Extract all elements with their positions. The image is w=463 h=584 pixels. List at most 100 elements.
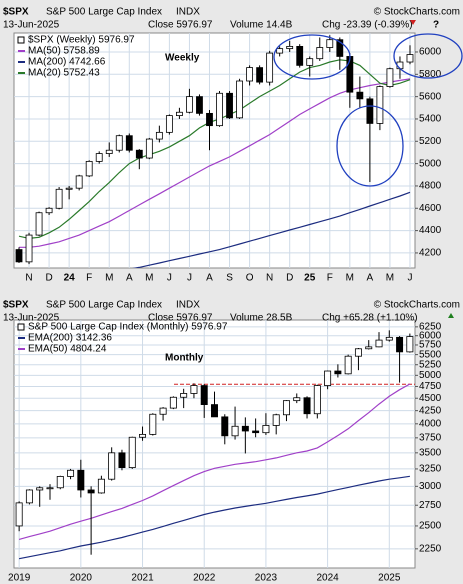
x-tick-label: S — [226, 273, 233, 284]
candle-body — [56, 476, 64, 489]
y-tick-label: 3750 — [419, 432, 442, 443]
candle-body — [176, 111, 183, 117]
candle-body — [326, 39, 334, 48]
y-tick-label: 5800 — [419, 69, 442, 80]
candle-body — [65, 187, 73, 190]
legend-label: MA(200) 4742.66 — [28, 57, 106, 68]
plot-area — [13, 319, 416, 569]
candle-body — [35, 212, 43, 236]
candle-body — [266, 52, 274, 83]
y-tick-label: 6000 — [419, 330, 442, 341]
candle-body — [375, 339, 383, 348]
candle-body — [296, 45, 304, 66]
y-tick-label: 3000 — [419, 481, 442, 492]
legend-swatch — [17, 36, 25, 44]
candle-body — [55, 188, 63, 209]
legend-swatch — [17, 323, 25, 331]
y-tick-label: 4250 — [419, 405, 442, 416]
x-tick-label: 24 — [64, 273, 76, 284]
y-tick-label: 4600 — [419, 203, 442, 214]
candle-body — [334, 370, 342, 375]
candle-body — [313, 385, 321, 415]
candle-body — [293, 397, 301, 402]
y-tick-label: 6000 — [419, 47, 442, 58]
candle-body — [376, 86, 384, 124]
candle-body — [145, 138, 153, 159]
legend-label: S&P 500 Large Cap Index (Monthly) 5976.9… — [28, 322, 228, 333]
x-tick-label: M — [386, 273, 394, 284]
symbol: $SPX — [3, 300, 29, 311]
candle-body — [282, 400, 290, 416]
candle-body — [344, 355, 352, 375]
overlay: $SPX S&P 500 Large Cap Index INDX © StockCh… — [3, 7, 460, 584]
candle-body — [196, 96, 203, 114]
x-tick-label: M — [105, 273, 113, 284]
annotation: ? — [433, 20, 439, 31]
candle-body — [252, 430, 260, 434]
candle-body — [85, 160, 93, 177]
y-tick-label: 2750 — [419, 500, 442, 511]
candle-body — [385, 336, 393, 341]
x-tick-label: J — [187, 273, 192, 284]
index-title: S&P 500 Large Cap Index — [46, 7, 162, 18]
candle-body — [200, 385, 208, 405]
candle-body — [221, 416, 229, 437]
y-tick-label: 4500 — [419, 393, 442, 404]
candle-body — [226, 92, 233, 119]
ma-line — [19, 78, 411, 248]
candle-body — [77, 469, 85, 491]
x-tick-label: 2025 — [378, 573, 401, 584]
annotation: Weekly — [165, 53, 200, 64]
x-tick-label: A — [367, 273, 374, 284]
candle-body — [67, 469, 75, 477]
candle-body — [15, 502, 23, 527]
ma-line — [18, 383, 411, 540]
x-tick-label: M — [346, 273, 354, 284]
candle-body — [125, 135, 133, 151]
candle-body — [108, 452, 116, 480]
y-tick-label: 5000 — [419, 158, 442, 169]
y-tick-label: 5200 — [419, 136, 442, 147]
legend-label: MA(50) 5758.89 — [28, 46, 100, 57]
date: 13-Jun-2025 — [3, 313, 60, 324]
candle-body — [236, 80, 243, 119]
candle-body — [246, 67, 253, 82]
candle-body — [272, 414, 280, 426]
candle-body — [241, 425, 249, 432]
ma-line — [18, 59, 411, 240]
highlight-ellipse — [336, 105, 404, 187]
candle-body — [256, 67, 264, 83]
candle-body — [25, 234, 33, 263]
candle-body — [97, 478, 105, 494]
date: 13-Jun-2025 — [3, 20, 60, 31]
candle-body — [135, 149, 143, 159]
x-tick-label: F — [327, 273, 333, 284]
candle-body — [128, 436, 136, 468]
close: Close 5976.97 — [148, 20, 213, 31]
y-tick-label: 4000 — [419, 418, 442, 429]
legend-label: MA(20) 5752.43 — [28, 68, 100, 79]
candle-body — [118, 452, 126, 468]
candle-body — [356, 91, 364, 100]
monthly-plot — [14, 320, 415, 568]
x-tick-label: F — [86, 273, 92, 284]
source: © StockCharts.com — [374, 300, 460, 311]
up-arrow — [448, 313, 454, 318]
candle-body — [211, 404, 218, 418]
candle-body — [286, 45, 294, 50]
candle-body — [149, 413, 157, 435]
candle-body — [216, 92, 223, 127]
x-tick-label: A — [206, 273, 213, 284]
candle-body — [303, 397, 311, 415]
y-tick-label: 3250 — [419, 464, 442, 475]
candle-body — [139, 433, 147, 438]
exchange: INDX — [176, 7, 200, 18]
source: © StockCharts.com — [374, 7, 460, 18]
y-tick-label: 2500 — [419, 521, 442, 532]
legend-label: EMA(200) 3142.36 — [28, 333, 112, 344]
x-tick-label: 2023 — [255, 573, 278, 584]
x-tick-label: 2022 — [193, 573, 216, 584]
y-tick-label: 5600 — [419, 91, 442, 102]
symbol: $SPX — [3, 7, 29, 18]
